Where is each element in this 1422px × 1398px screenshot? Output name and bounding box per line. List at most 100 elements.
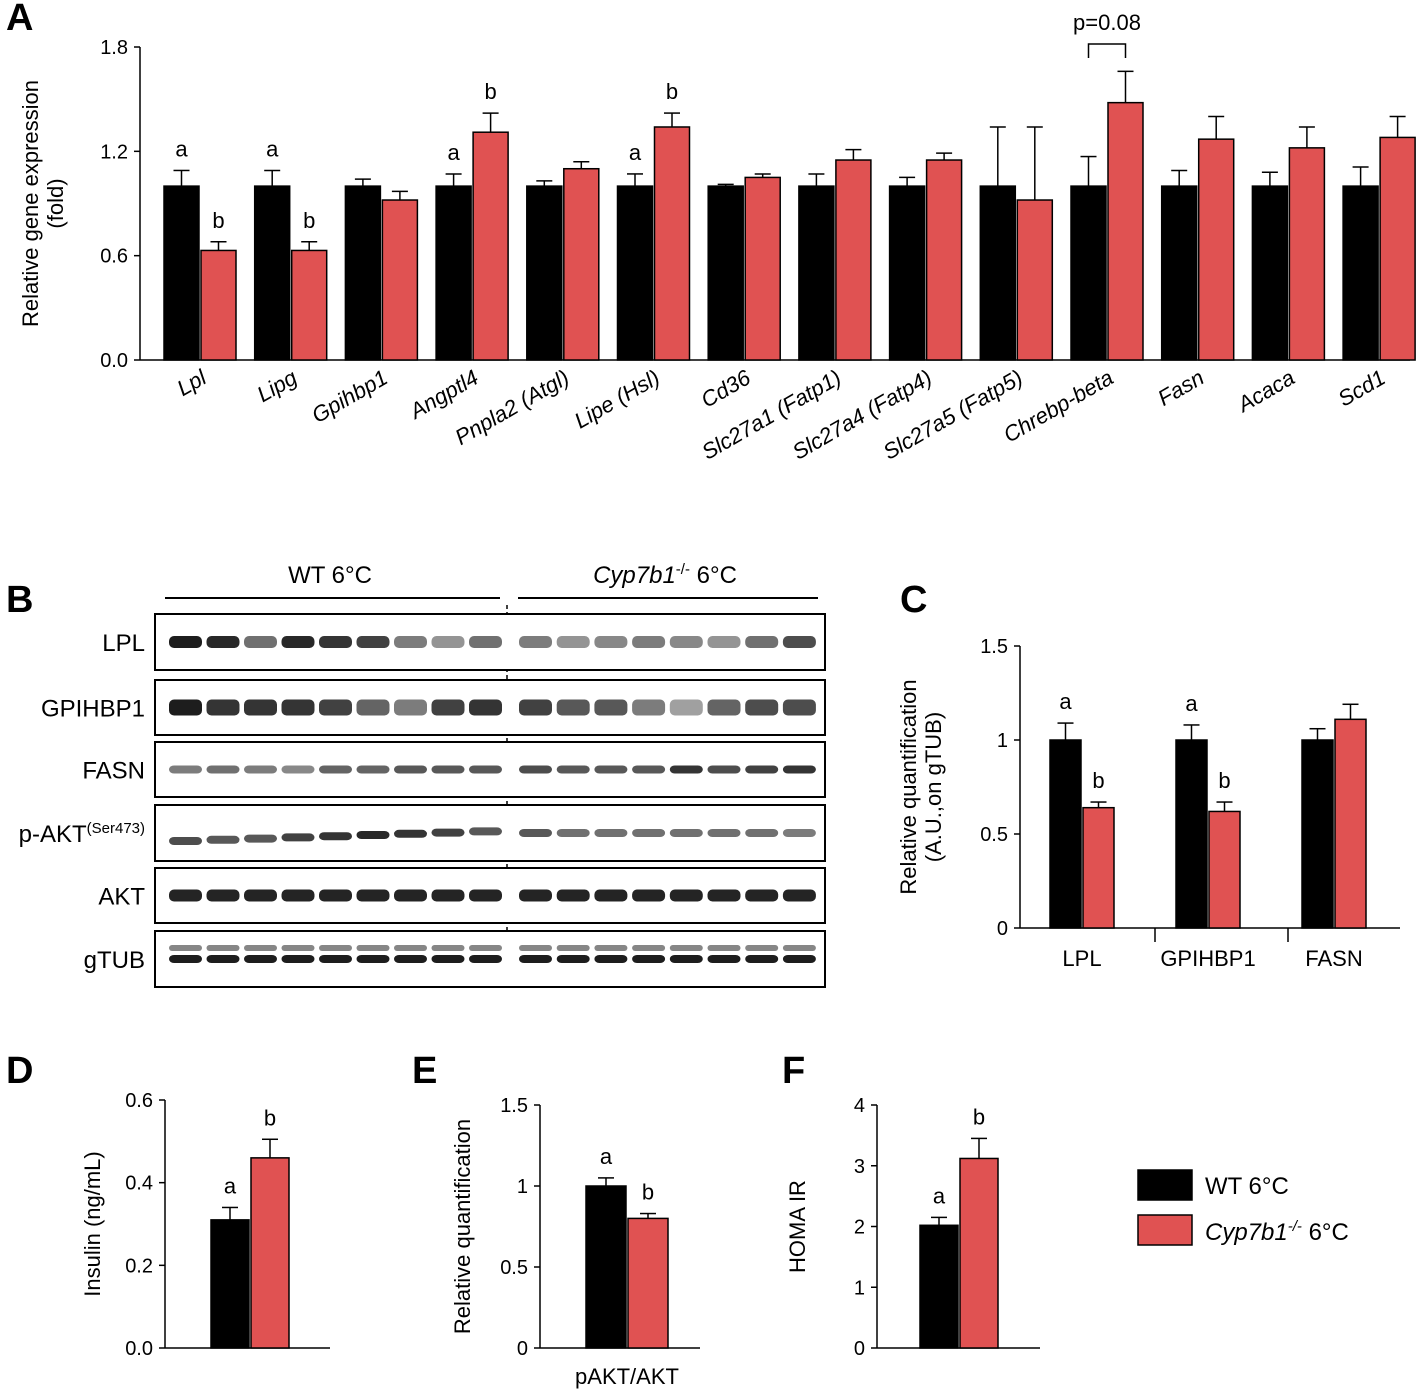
bar-C-ko-1 (1208, 810, 1241, 929)
category-label: LPL (1062, 946, 1101, 971)
panel-label-c: C (900, 579, 927, 621)
band-akt (319, 889, 352, 902)
chart-f-homa-ir: 0 1 2 3 4 HOMA IR a b (785, 1095, 1040, 1360)
band-p-akt (556, 829, 590, 837)
band-gpihbp1 (169, 699, 202, 716)
significance-label: a (447, 140, 460, 165)
bar-A-wt-7 (798, 185, 835, 361)
band-akt (519, 889, 552, 902)
category-alias: (Atgl) (510, 365, 573, 416)
band-gtub-upper (745, 945, 779, 951)
band-gtub-upper (632, 945, 666, 951)
band-gpihbp1 (782, 699, 816, 716)
band-p-akt (745, 829, 779, 837)
band-fasn (431, 765, 465, 774)
band-gtub-upper (394, 945, 427, 951)
band-fasn (669, 765, 703, 774)
panel-label-e: E (412, 1050, 437, 1092)
category-label: pAKT/AKT (575, 1364, 679, 1389)
band-gtub (519, 955, 552, 963)
category-label: Lpl (173, 364, 212, 401)
y-tick-label: 2 (854, 1217, 865, 1239)
band-fasn (469, 765, 502, 774)
significance-label: a (224, 1173, 237, 1198)
band-fasn (206, 765, 240, 774)
band-lpl (281, 636, 315, 648)
bar-A-ko-0 (200, 249, 237, 361)
bar-A-wt-3 (435, 185, 472, 361)
band-lpl (556, 636, 590, 648)
legend-swatch-ko (1137, 1214, 1193, 1246)
bar-A-wt-9 (979, 185, 1017, 361)
legend-ko-temp: 6°C (1302, 1219, 1349, 1246)
y-axis-label: Relative quantification(A.U.,on gTUB) (896, 679, 946, 894)
band-lpl (519, 636, 552, 648)
bar-D-ko-0 (250, 1157, 290, 1349)
band-gpihbp1 (594, 699, 628, 716)
bar-A-wt-10 (1070, 185, 1107, 361)
legend-swatch-wt (1137, 1169, 1193, 1201)
legend-label-wt: WT 6°C (1205, 1173, 1289, 1200)
band-akt (244, 889, 277, 902)
band-lpl (206, 636, 240, 648)
band-akt (356, 889, 390, 902)
blot-group-ko-temp: 6°C (690, 562, 737, 589)
band-lpl (469, 636, 502, 648)
blot-label-sup: (Ser473) (87, 820, 145, 837)
blot-label-fasn: FASN (82, 758, 145, 785)
blot-group-ko-sup: -/- (676, 561, 690, 578)
band-gtub-upper (594, 945, 628, 951)
bar-C-wt-0 (1049, 739, 1082, 929)
y-tick-label: 1.8 (100, 37, 128, 59)
band-fasn (519, 765, 552, 774)
significance-label: a (266, 136, 279, 161)
band-fasn (707, 765, 741, 774)
bar-E-ko-0 (627, 1217, 669, 1349)
bar-A-ko-5 (653, 126, 691, 361)
band-lpl (394, 636, 427, 648)
blot-label-text: gTUB (84, 947, 145, 974)
y-axis-label: Relative quantification (450, 1119, 475, 1334)
significance-label: a (600, 1144, 613, 1169)
band-gpihbp1 (319, 699, 352, 716)
category-label: Fasn (1153, 365, 1208, 411)
band-gtub (707, 955, 741, 963)
significance-label: b (1092, 768, 1104, 793)
band-gtub-upper (356, 945, 390, 951)
blot-label-text: LPL (102, 630, 145, 657)
bar-E-wt-0 (585, 1185, 627, 1349)
chart-c-protein-quantification: 0 0.5 1 1.5 Relative quantification(A.U.,on … (896, 636, 1400, 971)
band-gpihbp1 (356, 699, 390, 716)
band-fasn (556, 765, 590, 774)
band-gtub-upper (319, 945, 352, 951)
chart-d-insulin: 0.0 0.2 0.4 0.6 Insulin (ng/mL) a b (80, 1090, 330, 1360)
bar-A-wt-1 (253, 185, 291, 361)
legend-label-ko: Cyp7b1-/- 6°C (1205, 1218, 1349, 1246)
band-gtub (206, 955, 240, 963)
band-akt (707, 889, 741, 902)
y-axis-label-line1: Relative quantification (896, 679, 921, 894)
band-p-akt (244, 834, 277, 843)
y-tick-label: 1 (854, 1277, 865, 1299)
band-p-akt (782, 829, 816, 837)
band-p-akt (319, 832, 352, 841)
band-gtub (356, 955, 390, 963)
band-gpihbp1 (632, 699, 666, 716)
bar-C-ko-0 (1082, 806, 1115, 929)
y-tick-label: 1 (517, 1176, 528, 1198)
y-tick-label: 0 (854, 1338, 865, 1360)
band-akt (669, 889, 703, 902)
band-gtub (556, 955, 590, 963)
band-akt (745, 889, 779, 902)
blot-group-ko: Cyp7b1-/- 6°C (593, 561, 737, 589)
band-p-akt (394, 829, 427, 838)
band-fasn (782, 765, 816, 774)
y-tick-label: 1.5 (500, 1095, 528, 1117)
significance-label: a (1059, 689, 1072, 714)
significance-label: a (933, 1183, 946, 1208)
bar-D-wt-0 (210, 1219, 250, 1349)
bar-F-ko-0 (959, 1157, 999, 1349)
y-tick-label: 0.6 (125, 1090, 153, 1112)
band-p-akt (431, 828, 465, 837)
band-gpihbp1 (745, 699, 779, 716)
